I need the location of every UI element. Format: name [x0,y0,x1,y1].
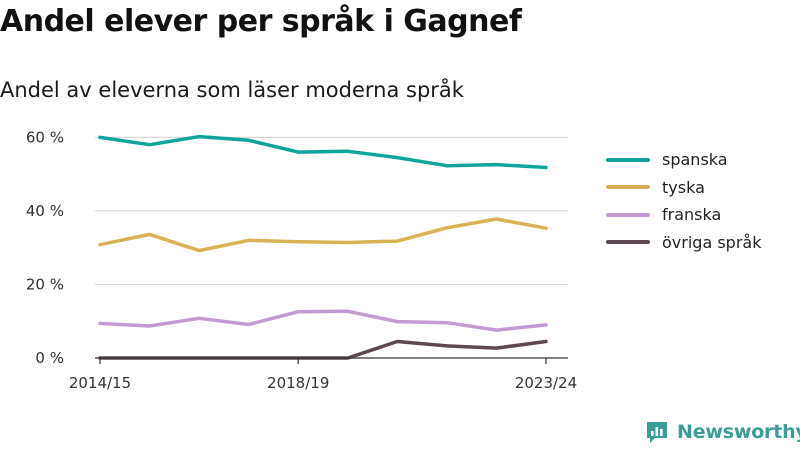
chart-title: Andel elever per språk i Gagnef [0,4,522,39]
legend-label: franska [662,205,722,225]
y-tick-label: 0 % [35,349,64,367]
legend-label: övriga språk [662,232,762,252]
legend-item: franska [606,201,761,229]
x-tick-label: 2023/24 [515,374,577,392]
legend-label: tyska [662,177,705,197]
x-tick-label: 2014/15 [69,374,131,392]
series-line-0 [98,134,548,170]
y-tick-label: 20 % [26,275,64,293]
series-line-2 [98,309,548,332]
legend-swatch [606,240,650,245]
legend-item: tyska [606,174,761,202]
series-line-1 [98,217,548,253]
brand-name: Newsworthy [677,421,800,443]
series-line-3 [98,339,548,360]
legend-swatch [606,185,650,190]
chart-logo-icon [647,422,667,443]
chart-legend: spanska tyska franska övriga språk [606,146,761,256]
legend-label: spanska [662,150,728,170]
legend-item: övriga språk [606,229,761,257]
y-tick-label: 60 % [26,128,64,146]
legend-swatch [606,157,650,162]
x-tick-label: 2018/19 [267,374,329,392]
legend-swatch [606,212,650,217]
legend-item: spanska [606,146,761,174]
y-tick-label: 40 % [26,202,64,220]
brand-logo: Newsworthy [645,420,800,444]
chart-subtitle: Andel av eleverna som läser moderna språ… [0,78,464,102]
